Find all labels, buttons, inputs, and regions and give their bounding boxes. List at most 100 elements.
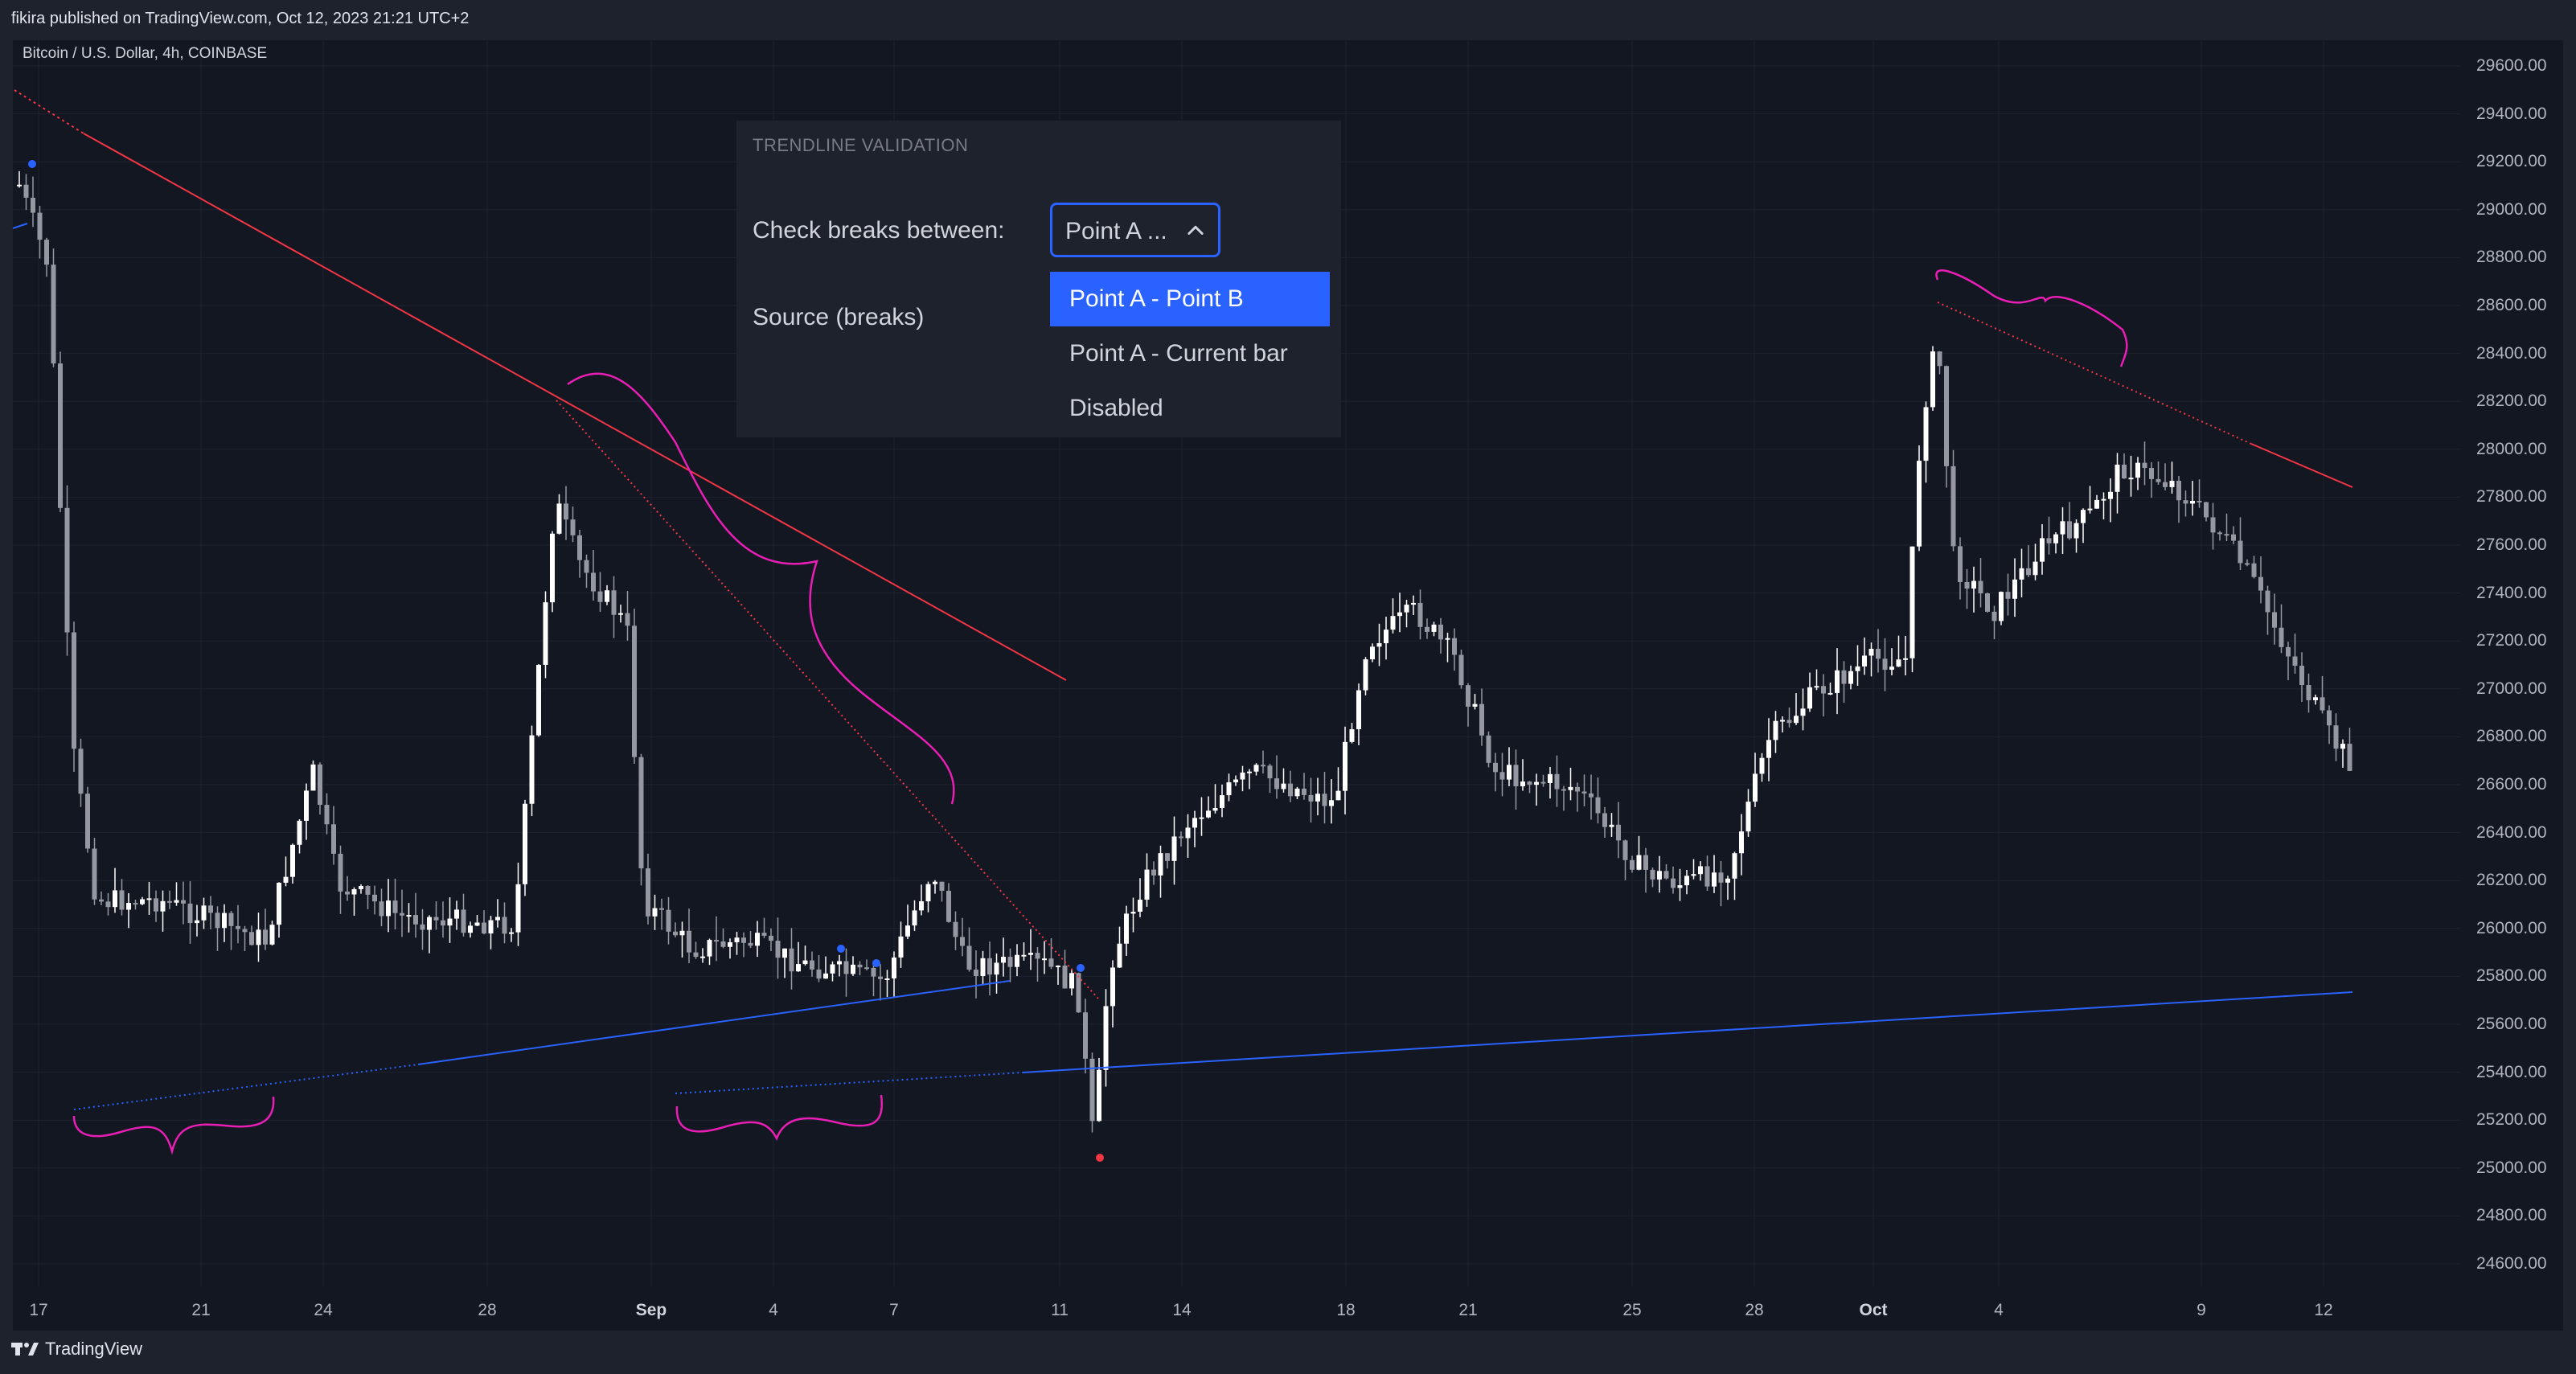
candle-body: [1848, 671, 1853, 684]
option-point-a-current-bar[interactable]: Point A - Current bar: [1069, 340, 1288, 367]
option-point-a-point-b[interactable]: Point A - Point B: [1050, 272, 1330, 326]
candle-body: [1007, 957, 1013, 967]
support-trendline-dotted: [73, 1064, 419, 1110]
candle-body: [679, 930, 685, 936]
candle-body: [58, 363, 63, 508]
resistance-trendline-start: [14, 89, 84, 134]
date-tick-label: 14: [1172, 1301, 1192, 1319]
candle-body: [550, 533, 555, 603]
candle-body: [228, 913, 234, 926]
candle-body: [1267, 765, 1273, 779]
candle-body: [324, 805, 330, 825]
candle-body: [905, 925, 910, 937]
candle-body: [1602, 813, 1607, 827]
candle-body: [980, 958, 986, 976]
candle-body: [1950, 466, 1956, 547]
candle-body: [2245, 563, 2250, 565]
candle-body: [277, 882, 281, 925]
candle-body: [638, 757, 644, 869]
candle-body: [2087, 508, 2093, 511]
candle-body: [2333, 725, 2339, 749]
price-tick-label: 26000.00: [2476, 918, 2547, 937]
candle-body: [1691, 874, 1696, 876]
candle-body: [1568, 786, 1573, 790]
candle-body: [1985, 593, 1990, 612]
candle-body: [543, 602, 548, 665]
candle-body: [1021, 954, 1027, 957]
symbol-title[interactable]: Bitcoin / U.S. Dollar, 4h, COINBASE: [23, 45, 268, 62]
tradingview-logo[interactable]: TradingView: [11, 1339, 142, 1360]
candle-body: [181, 900, 186, 904]
date-tick-label: 4: [769, 1301, 778, 1319]
price-tick-label: 26600.00: [2476, 775, 2547, 794]
price-tick-label: 24800.00: [2476, 1206, 2547, 1225]
candle-body: [1827, 692, 1833, 695]
check-breaks-dropdown: Point A - Point B Point A - Current bar …: [1050, 272, 1330, 437]
candle-body: [1083, 1012, 1088, 1059]
candle-body: [1868, 648, 1874, 656]
candle-body: [242, 929, 248, 933]
brace-annotation-3: [1935, 269, 2128, 367]
candle-body: [1144, 869, 1150, 900]
candle-body: [1835, 670, 1840, 693]
option-disabled[interactable]: Disabled: [1069, 395, 1163, 421]
candle-body: [1124, 913, 1129, 944]
candle-body: [2238, 540, 2243, 564]
candle-body: [864, 967, 869, 970]
candle-body: [1650, 869, 1655, 880]
candle-body: [2190, 500, 2195, 504]
candle-body: [2142, 462, 2147, 469]
candle-body: [1308, 794, 1314, 802]
candle-body: [878, 976, 883, 979]
candle-body: [1616, 824, 1621, 841]
candle-body: [632, 625, 637, 757]
candle-body: [338, 853, 343, 892]
candle-body: [2005, 592, 2011, 599]
candle-body: [523, 803, 527, 884]
candle-body: [1288, 783, 1293, 797]
date-tick-label: 4: [1994, 1301, 2004, 1319]
candle-body: [1274, 778, 1279, 790]
candle-body: [1923, 407, 1929, 461]
candle-body: [379, 901, 384, 917]
candle-body: [584, 560, 589, 573]
price-tick-label: 27800.00: [2476, 487, 2547, 507]
candle-body: [1056, 966, 1060, 968]
candle-body: [1896, 659, 1901, 667]
candle-body: [359, 885, 363, 890]
candle-body: [2306, 685, 2311, 700]
price-tick-label: 29400.00: [2476, 104, 2547, 123]
candle-body: [714, 940, 719, 942]
check-breaks-select[interactable]: Point A ...: [1050, 203, 1220, 257]
candle-body: [1622, 840, 1628, 860]
price-tick-label: 25800.00: [2476, 966, 2547, 986]
candle-body: [215, 913, 220, 929]
candle-body: [625, 613, 630, 626]
candle-body: [1404, 605, 1409, 613]
candle-body: [1704, 866, 1710, 887]
candle-body: [830, 964, 835, 974]
candle-body: [2163, 482, 2168, 487]
candle-body: [2135, 462, 2140, 478]
candle-body: [2265, 590, 2270, 613]
candle-body: [1042, 958, 1047, 961]
candle-body: [1712, 872, 1717, 887]
candle-body: [2128, 478, 2134, 480]
resistance-trendline-oct-ext: [2250, 443, 2353, 488]
candle-body: [2320, 697, 2325, 711]
date-tick-label: 11: [1051, 1301, 1069, 1319]
candle-body: [2292, 656, 2298, 666]
signal-markers: [28, 160, 1104, 1162]
candle-body: [400, 913, 404, 916]
candle-body: [1807, 687, 1812, 709]
candle-body: [85, 794, 90, 849]
candle-body: [1753, 773, 1758, 802]
marker-dot: [872, 959, 880, 967]
candle-body: [823, 973, 828, 979]
candle-body: [1233, 779, 1238, 783]
candle-body: [351, 889, 357, 895]
candle-body: [174, 900, 179, 903]
candle-body: [1458, 654, 1464, 686]
candle-body: [1069, 973, 1074, 989]
price-tick-label: 25400.00: [2476, 1062, 2547, 1081]
